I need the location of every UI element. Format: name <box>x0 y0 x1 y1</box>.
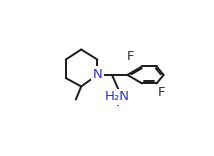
Text: H₂N: H₂N <box>105 90 130 103</box>
Text: F: F <box>127 50 134 63</box>
Text: N: N <box>92 68 102 81</box>
Text: F: F <box>158 86 165 99</box>
